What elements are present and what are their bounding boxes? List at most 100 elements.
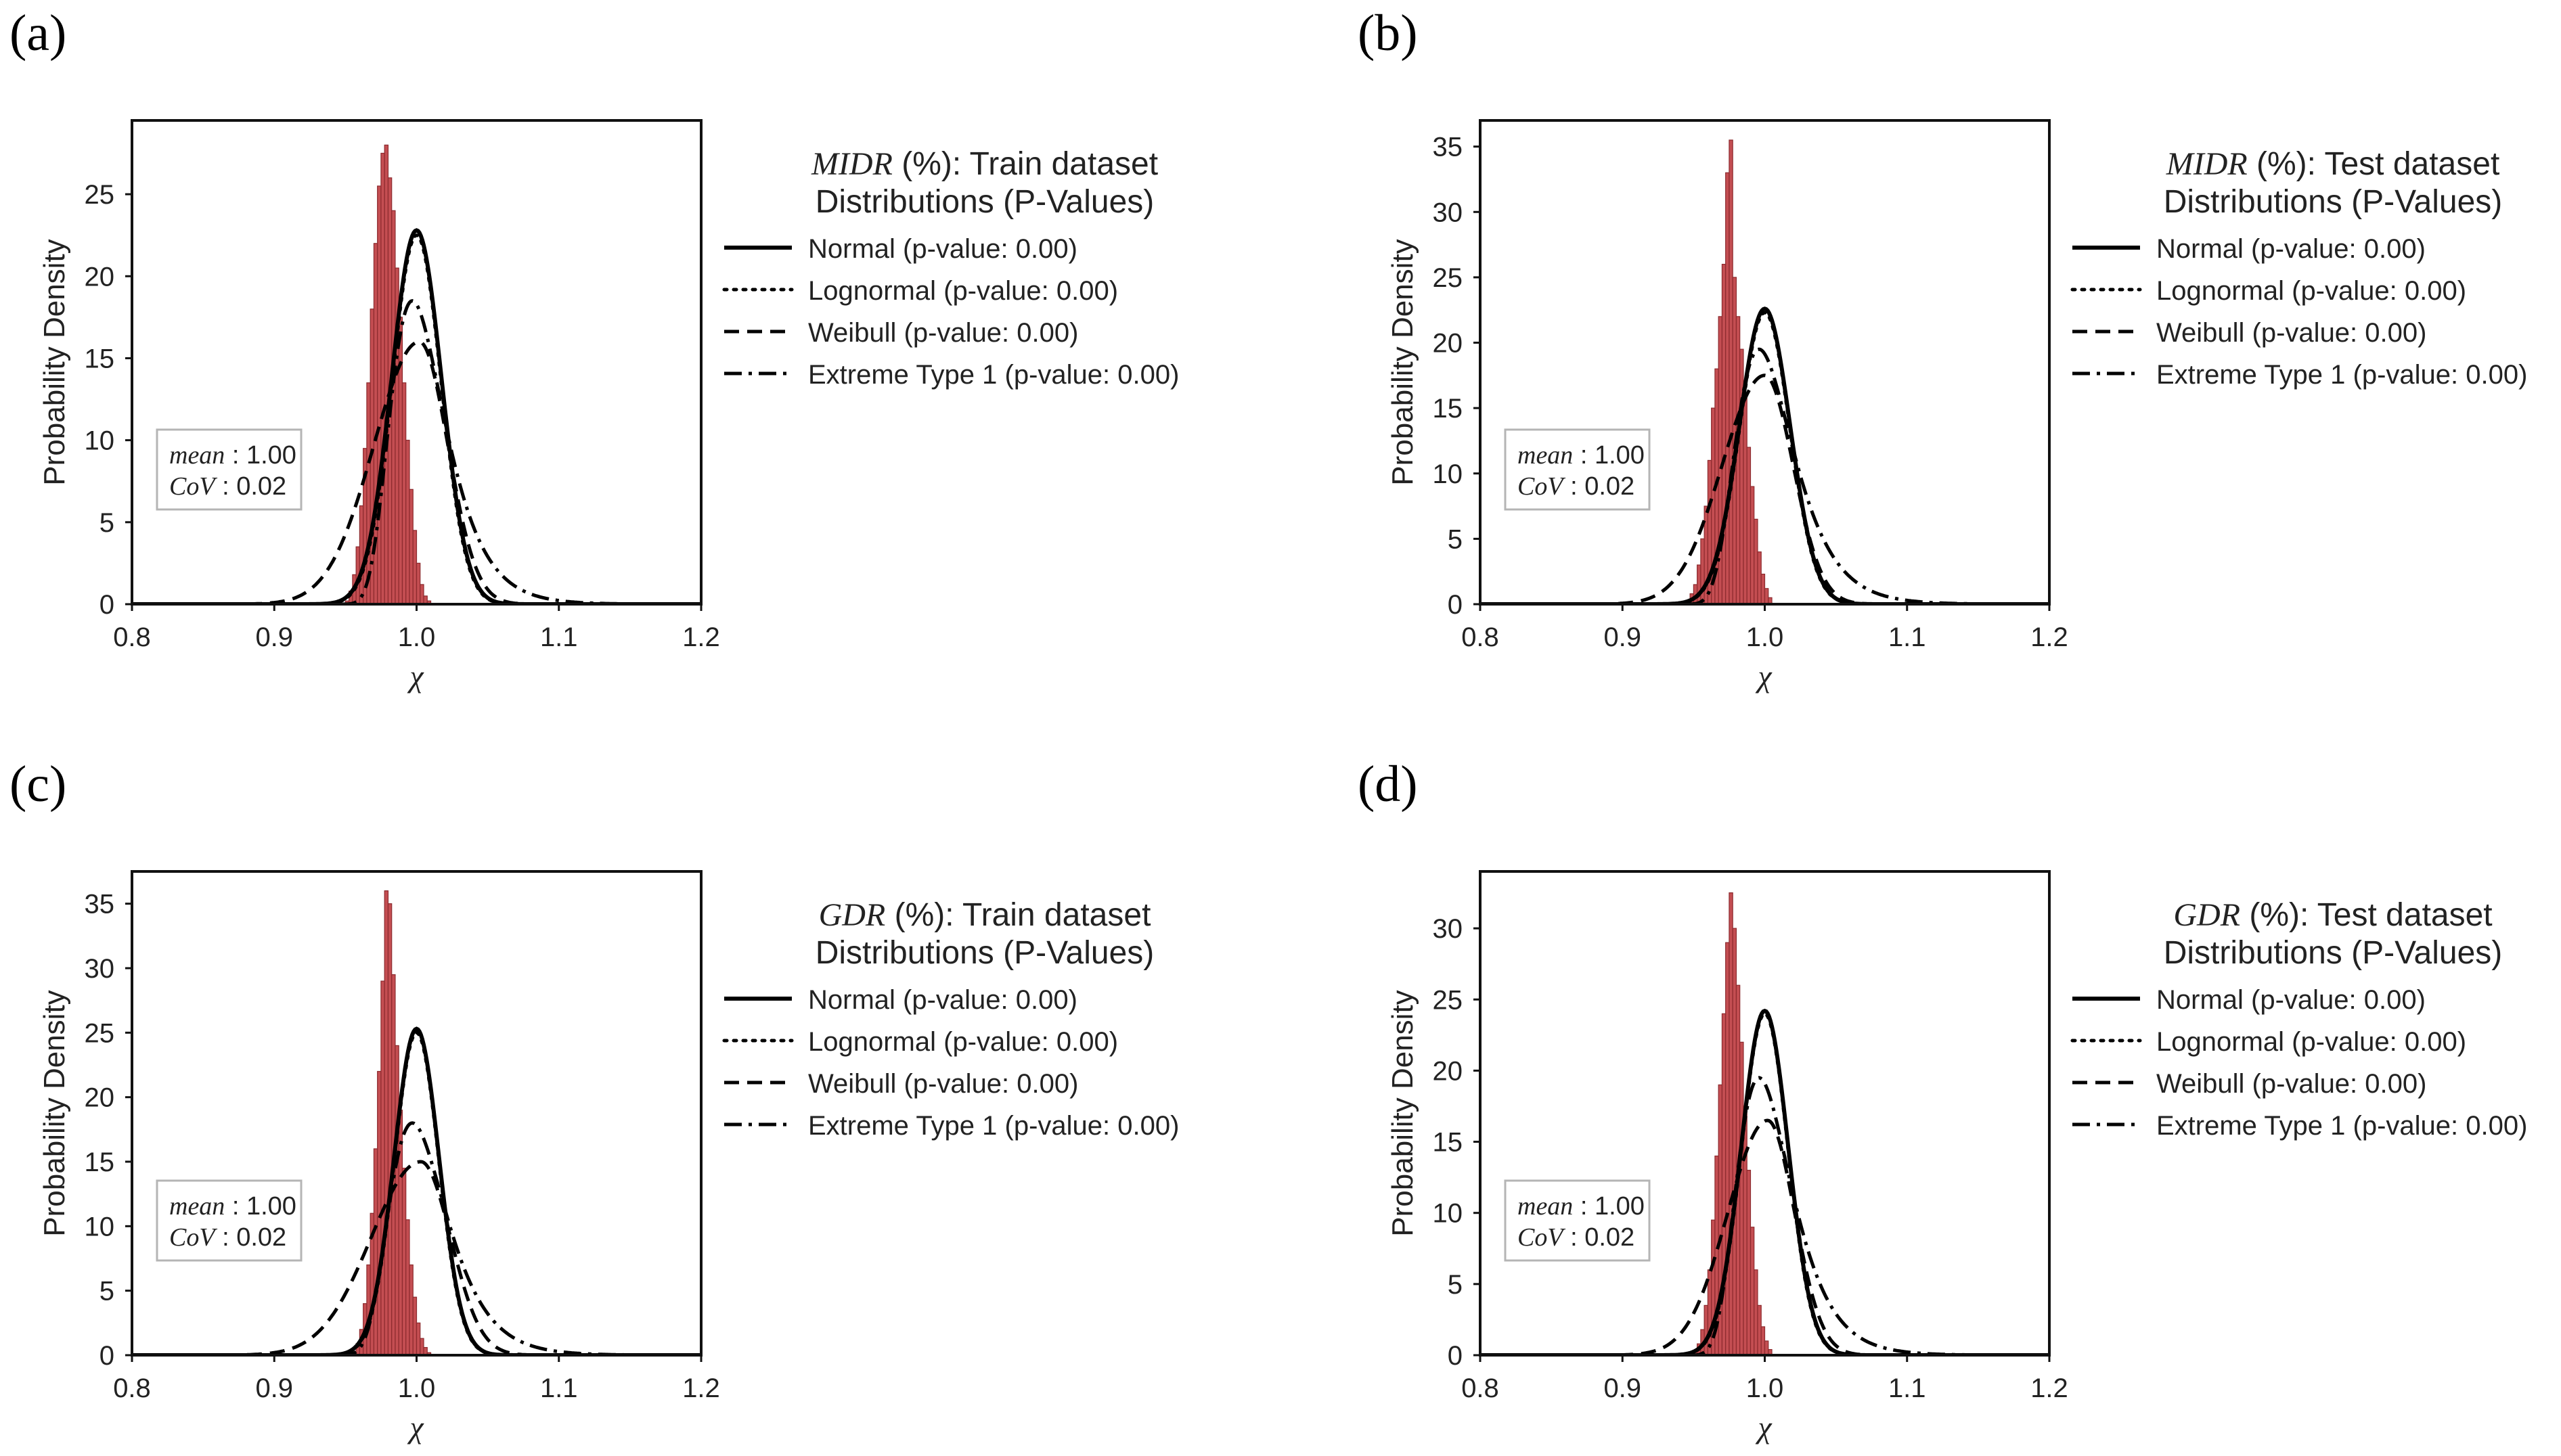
y-tick-label: 25 <box>1433 263 1463 293</box>
y-tick-label: 20 <box>1433 329 1463 359</box>
legend-subtitle: Distributions (P-Values) <box>816 184 1155 220</box>
histogram-bar <box>420 1338 424 1355</box>
chart-panel-2: (b) 0.8 0.9 1.0 1.1 1.2 0 5 10 15 20 25 30 35 χ Probabi… <box>1358 5 2527 693</box>
weibull-fit-curve <box>1480 373 2049 604</box>
stats-mean: mean : 1.00 <box>1517 1192 1645 1221</box>
panel-label: (b) <box>1358 5 1418 62</box>
y-tick-label: 5 <box>99 508 114 538</box>
legend-title: GDR (%): Train dataset <box>819 897 1151 933</box>
normal-fit-curve <box>132 1026 701 1355</box>
x-tick-label: 1.0 <box>398 622 436 652</box>
lognormal-fit-curve <box>132 233 701 604</box>
histogram-bar <box>1750 486 1755 604</box>
axes-frame <box>1479 119 2051 606</box>
axes-frame <box>131 870 703 1357</box>
y-tick-label: 0 <box>99 590 114 620</box>
y-tick-label: 15 <box>85 344 115 373</box>
histogram-bar <box>373 1148 378 1355</box>
y-tick-label: 25 <box>85 1018 115 1048</box>
histogram-bar <box>1754 1269 1758 1355</box>
histogram-bar <box>1743 394 1747 604</box>
x-tick-label: 0.9 <box>255 622 293 652</box>
lognormal-fit-curve <box>132 1030 701 1355</box>
histogram-bar <box>377 185 382 604</box>
x-tick-label: 0.9 <box>1603 1373 1641 1403</box>
stats-box <box>156 428 303 511</box>
histogram-bar <box>1703 1304 1708 1355</box>
legend-entry-label: Weibull (p-value: 0.00) <box>2156 318 2426 348</box>
histogram-bar <box>1764 1340 1769 1355</box>
legend-entry-label: Normal (p-value: 0.00) <box>2156 234 2426 264</box>
y-tick-label: 5 <box>1448 1270 1463 1300</box>
lognormal-fit-curve <box>1480 311 2049 604</box>
legend-entry-label: Normal (p-value: 0.00) <box>808 985 1077 1015</box>
y-tick-label: 0 <box>99 1341 114 1371</box>
histogram-bar <box>1746 447 1752 604</box>
legend-title: MIDR (%): Train dataset <box>811 146 1158 182</box>
normal-fit-curve <box>1480 1008 2049 1355</box>
x-tick-label: 1.1 <box>540 1373 578 1403</box>
histogram-bar <box>1707 1269 1712 1355</box>
y-axis-label: Probability Density <box>1386 990 1419 1236</box>
stats-mean: mean : 1.00 <box>169 441 296 470</box>
y-tick-label: 10 <box>1433 1199 1463 1229</box>
y-tick-label: 20 <box>85 262 115 292</box>
legend-title: GDR (%): Test dataset <box>2173 897 2492 933</box>
x-tick-label: 0.8 <box>1461 1373 1499 1403</box>
plot-area <box>1480 139 2049 604</box>
x-tick-label: 1.0 <box>1746 1373 1784 1403</box>
legend-entry-label: Extreme Type 1 (p-value: 0.00) <box>808 1111 1179 1141</box>
histogram-bar <box>387 903 393 1355</box>
histogram-bar <box>1750 1227 1755 1355</box>
legend-title: MIDR (%): Test dataset <box>2166 146 2500 182</box>
histogram-bar <box>412 530 418 604</box>
y-tick-label: 10 <box>1433 459 1463 489</box>
x-tick-label: 1.1 <box>1888 622 1926 652</box>
normal-fit-curve <box>1480 306 2049 604</box>
x-tick-label: 0.8 <box>1461 622 1499 652</box>
y-tick-label: 30 <box>85 954 115 984</box>
stats-cov: CoV : 0.02 <box>1517 472 1634 501</box>
histogram-bar <box>1732 928 1737 1355</box>
histogram-bar <box>1757 551 1762 604</box>
panel-label: (a) <box>9 5 66 62</box>
x-tick-label: 0.9 <box>1603 622 1641 652</box>
x-tick-label: 1.2 <box>2030 622 2068 652</box>
histogram-bar <box>1757 1304 1762 1355</box>
histogram-bar <box>398 1110 403 1355</box>
histogram-bar <box>359 505 364 604</box>
histogram-bar <box>409 1264 414 1355</box>
x-tick-label: 0.8 <box>113 622 151 652</box>
y-tick-label: 20 <box>1433 1056 1463 1086</box>
axes-frame <box>1479 870 2051 1357</box>
panel-label: (d) <box>1358 756 1418 813</box>
y-tick-label: 15 <box>85 1147 115 1177</box>
weibull-fit-curve <box>1480 1118 2049 1355</box>
histogram-bar <box>1760 1326 1766 1355</box>
y-tick-label: 35 <box>85 890 115 919</box>
y-tick-label: 10 <box>85 1212 115 1242</box>
histogram-bar <box>416 1322 421 1355</box>
legend-entry-label: Extreme Type 1 (p-value: 0.00) <box>2156 1111 2527 1141</box>
stats-box <box>156 1179 303 1262</box>
plot-area <box>132 144 701 604</box>
histogram-bar <box>398 317 403 604</box>
histogram-bar <box>1729 139 1733 604</box>
histogram-bar <box>1760 573 1766 604</box>
y-tick-label: 25 <box>1433 985 1463 1015</box>
histogram-bar <box>1729 892 1733 1355</box>
legend-entry-label: Lognormal (p-value: 0.00) <box>2156 1027 2466 1057</box>
stats-box <box>1504 428 1651 511</box>
x-axis-label: χ <box>1755 1410 1773 1444</box>
legend-entry-label: Normal (p-value: 0.00) <box>808 234 1077 264</box>
legend-entry-label: Weibull (p-value: 0.00) <box>808 1069 1078 1099</box>
histogram-bar <box>401 382 407 604</box>
y-axis-label: Probability Density <box>38 239 71 485</box>
stats-mean: mean : 1.00 <box>169 1192 296 1221</box>
x-axis-label: χ <box>407 1410 424 1444</box>
y-tick-label: 15 <box>1433 1128 1463 1158</box>
y-tick-label: 15 <box>1433 394 1463 424</box>
legend-entry-label: Lognormal (p-value: 0.00) <box>808 276 1118 306</box>
normal-fit-curve <box>132 228 701 604</box>
